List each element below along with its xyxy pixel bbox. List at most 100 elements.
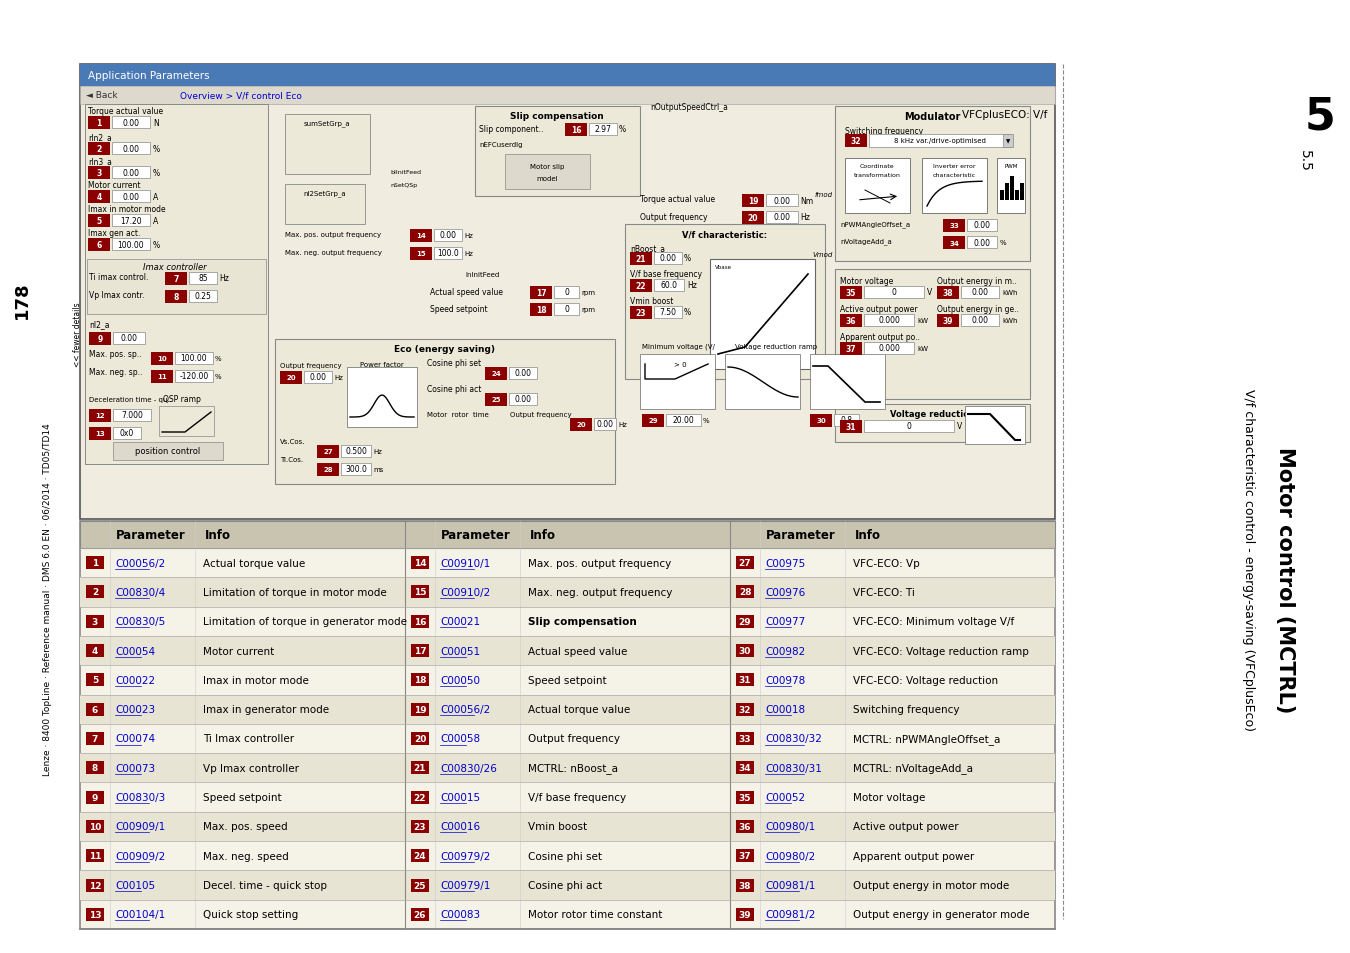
Text: 5: 5 — [1304, 95, 1335, 138]
Bar — [961, 287, 999, 298]
Text: VFC-ECO: Ti: VFC-ECO: Ti — [853, 587, 915, 598]
Text: C00051: C00051 — [440, 646, 481, 656]
Bar — [112, 117, 150, 129]
Text: 3: 3 — [92, 618, 99, 626]
Bar — [736, 557, 755, 570]
Text: Output energy in motor mode: Output energy in motor mode — [853, 881, 1010, 890]
Text: C00015: C00015 — [440, 792, 481, 802]
Bar — [509, 368, 537, 379]
Bar — [864, 314, 914, 327]
Bar — [88, 191, 109, 204]
Text: 20: 20 — [286, 375, 296, 381]
Text: Hz: Hz — [801, 213, 810, 222]
Text: A: A — [153, 216, 158, 225]
Bar — [840, 314, 863, 328]
Bar — [80, 65, 1054, 87]
Bar — [86, 849, 104, 862]
Text: %: % — [703, 417, 710, 423]
Text: Vmin boost: Vmin boost — [630, 297, 674, 306]
Text: 0: 0 — [907, 422, 911, 431]
Text: nOutputSpeedCtrl_a: nOutputSpeedCtrl_a — [649, 102, 728, 112]
Text: ms: ms — [373, 467, 383, 473]
Text: N: N — [153, 118, 159, 128]
Text: 23: 23 — [636, 309, 647, 317]
Text: Slip compensation: Slip compensation — [528, 617, 637, 627]
Bar — [86, 761, 104, 775]
Text: Max. neg. output frequency: Max. neg. output frequency — [528, 587, 672, 598]
Text: Power factor: Power factor — [360, 361, 404, 368]
Bar — [80, 521, 1054, 929]
Bar — [89, 410, 111, 422]
Text: Actual speed value: Actual speed value — [528, 646, 628, 656]
Bar — [410, 908, 429, 921]
Text: Switching frequency: Switching frequency — [853, 704, 960, 715]
Text: 35: 35 — [846, 289, 856, 297]
Bar — [80, 754, 1054, 782]
Bar — [86, 821, 104, 833]
Text: 14: 14 — [416, 233, 427, 239]
Text: 7: 7 — [173, 274, 178, 284]
Text: Imax gen act.: Imax gen act. — [88, 230, 140, 238]
Text: 6: 6 — [92, 705, 99, 714]
Text: 10: 10 — [157, 356, 167, 362]
Text: 0.000: 0.000 — [878, 344, 900, 354]
Text: Actual speed value: Actual speed value — [431, 288, 504, 297]
Text: Quick stop setting: Quick stop setting — [202, 909, 298, 920]
Text: 4: 4 — [92, 646, 99, 656]
Text: 31: 31 — [738, 676, 751, 684]
Bar — [80, 870, 1054, 900]
Bar — [88, 167, 109, 180]
Text: Motor current: Motor current — [88, 181, 140, 191]
Text: ▼: ▼ — [1006, 139, 1010, 144]
Text: Voltage reduction: Voltage reduction — [890, 410, 975, 418]
Bar — [736, 849, 755, 862]
Bar — [317, 463, 339, 476]
Text: 22: 22 — [413, 793, 427, 801]
Text: C00830/32: C00830/32 — [765, 734, 822, 743]
Bar — [965, 407, 1025, 444]
Bar — [113, 442, 223, 460]
Text: C00058: C00058 — [440, 734, 481, 743]
Text: 36: 36 — [738, 822, 751, 831]
Bar — [304, 372, 332, 384]
Text: 28: 28 — [738, 588, 751, 597]
Bar — [86, 791, 104, 803]
Text: Vp Imax contr.: Vp Imax contr. — [89, 292, 144, 300]
Text: 38: 38 — [738, 881, 751, 889]
Text: 24: 24 — [491, 371, 501, 377]
Text: MCTRL: nPWMAngleOffset_a: MCTRL: nPWMAngleOffset_a — [853, 733, 1000, 744]
Bar — [86, 879, 104, 892]
Text: C00980/1: C00980/1 — [765, 821, 815, 832]
Text: Actual torque value: Actual torque value — [528, 704, 630, 715]
Text: -120.00: -120.00 — [180, 372, 209, 381]
Bar — [840, 343, 863, 355]
Text: 0: 0 — [564, 305, 568, 314]
Bar — [285, 185, 364, 225]
Text: > 0: > 0 — [674, 361, 686, 368]
Text: 0.00: 0.00 — [120, 335, 138, 343]
Bar — [410, 674, 429, 687]
Text: 29: 29 — [648, 418, 657, 424]
Bar — [594, 418, 616, 431]
Bar — [485, 368, 508, 380]
Bar — [189, 273, 217, 285]
Bar — [433, 230, 462, 242]
Bar — [836, 405, 1030, 442]
Bar — [845, 159, 910, 213]
Bar — [554, 287, 579, 298]
Text: 21: 21 — [413, 763, 427, 773]
Bar — [625, 225, 825, 379]
Text: 2: 2 — [96, 145, 101, 153]
Text: C00976: C00976 — [765, 587, 805, 598]
Text: 5: 5 — [92, 676, 99, 684]
Bar — [151, 353, 173, 366]
Text: Torque actual value: Torque actual value — [640, 195, 716, 204]
Text: 100.0: 100.0 — [437, 250, 459, 258]
Text: Speed setpoint: Speed setpoint — [202, 792, 282, 802]
Text: C00056/2: C00056/2 — [440, 704, 490, 715]
Bar — [653, 307, 682, 318]
Bar — [410, 791, 429, 803]
Text: V: V — [957, 422, 963, 431]
Text: 16: 16 — [571, 126, 582, 135]
Text: 23: 23 — [413, 822, 427, 831]
